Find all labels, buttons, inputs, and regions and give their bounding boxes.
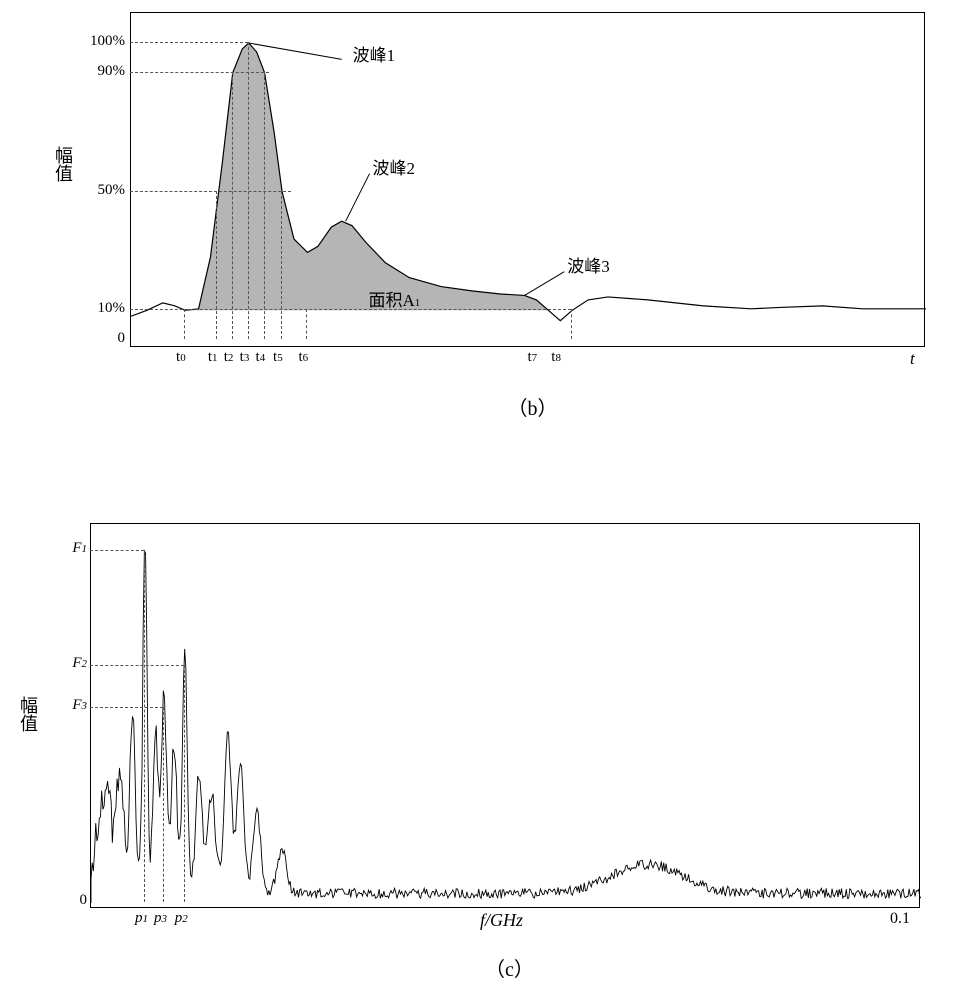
chart-c-xlabel: f/GHz — [480, 910, 523, 931]
chart-b-svg — [131, 13, 926, 348]
chart-b-xaxis-end: t — [910, 349, 915, 369]
chart-b-caption: （b） — [508, 392, 558, 421]
chart-c-ylabel: 幅值 — [15, 696, 41, 732]
chart-c-plot-area — [90, 523, 920, 908]
chart-c-wrapper: 幅值 F1F2F30 p1p3p2 f/GHz 0.1 — [35, 523, 940, 968]
figure-container: 幅值 100%90%50%10%0 t0t1t2t3t4t5t6t7t8 波峰1… — [0, 0, 955, 1000]
chart-b-plot-area — [130, 12, 925, 347]
chart-b-wrapper: 幅值 100%90%50%10%0 t0t1t2t3t4t5t6t7t8 波峰1… — [70, 12, 945, 397]
chart-c-xaxis-end: 0.1 — [890, 910, 910, 928]
chart-c-caption: （c） — [485, 953, 534, 982]
chart-c-svg — [91, 524, 921, 909]
chart-b-ylabel: 幅值 — [50, 146, 76, 182]
